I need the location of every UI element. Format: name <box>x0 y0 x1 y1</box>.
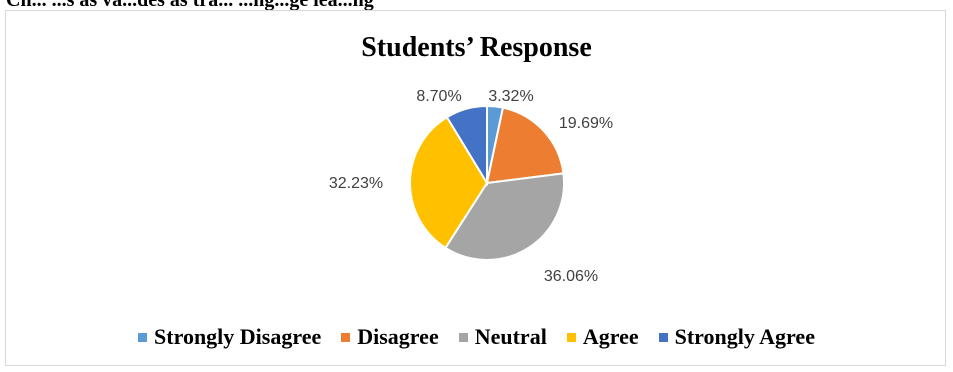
pie-slice-strongly-agree <box>445 104 488 187</box>
legend-item-agree: Agree <box>566 324 639 350</box>
legend-label: Agree <box>582 324 639 349</box>
data-label-agree: 32.23% <box>329 175 383 192</box>
legend-item-strongly-disagree: Strongly Disagree <box>138 324 321 350</box>
legend-label: Neutral <box>474 324 547 349</box>
document-heading-text: Ch... ...s as va...des as tra... ...ng..… <box>6 0 374 10</box>
data-label-neutral: 36.06% <box>544 268 598 285</box>
data-label-strongly-agree: 8.70% <box>416 88 461 105</box>
pie-slice-neutral <box>444 172 565 261</box>
document-heading-fragment: Ch... ...s as va...des as tra... ...ng..… <box>0 0 953 10</box>
legend-item-neutral: Neutral <box>458 324 547 350</box>
chart-title: Students’ Response <box>361 32 592 63</box>
legend-swatch <box>566 332 576 342</box>
chart-legend: Strongly Disagree Disagree Neutral Agree Str… <box>6 324 947 350</box>
legend-item-disagree: Disagree <box>341 324 439 350</box>
legend-swatch <box>138 332 148 342</box>
data-label-strongly-disagree: 3.32% <box>488 88 533 105</box>
legend-swatch <box>458 332 468 342</box>
pie-chart: 3.32% 19.69% 36.06% 32.23% 8.70% <box>329 88 613 285</box>
data-label-disagree: 19.69% <box>559 115 613 132</box>
pie-slice-disagree <box>485 106 565 185</box>
legend-label: Disagree <box>357 324 439 349</box>
legend-label: Strongly Agree <box>674 324 815 349</box>
legend-swatch <box>658 332 668 342</box>
chart-frame: Students’ Response 3.32% 19.69% 36.06% 32.2… <box>5 10 946 366</box>
legend-swatch <box>341 332 351 342</box>
legend-label: Strongly Disagree <box>154 324 322 349</box>
pie-slice-agree <box>409 115 489 250</box>
legend-item-strongly-agree: Strongly Agree <box>658 324 815 350</box>
